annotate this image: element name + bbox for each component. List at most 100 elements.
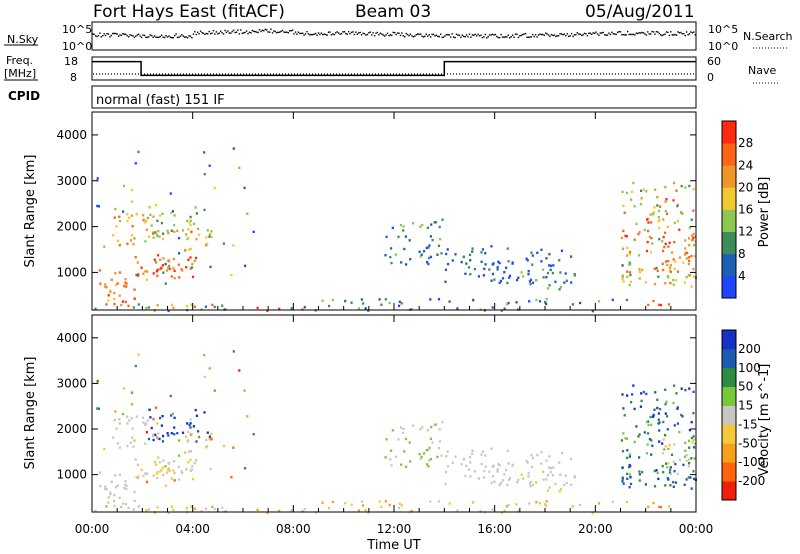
heatmap-cell <box>632 181 635 185</box>
heatmap-cell <box>426 226 429 229</box>
heatmap-cell <box>105 286 108 289</box>
heatmap-cell <box>290 509 293 512</box>
heatmap-cell <box>181 471 184 474</box>
y-tick-label: 4000 <box>56 331 87 345</box>
velocity-colorbar-label: Velocity [m s^-1] <box>757 364 772 477</box>
heatmap-cell <box>156 422 159 425</box>
heatmap-cell <box>540 248 543 251</box>
heatmap-cell <box>668 241 671 245</box>
heatmap-cell <box>144 240 147 243</box>
heatmap-cell <box>664 242 667 246</box>
nsky-point <box>254 31 256 33</box>
nsky-point <box>257 31 259 34</box>
heatmap-cell <box>545 276 548 279</box>
nsky-point <box>520 34 522 37</box>
heatmap-cell <box>159 258 162 261</box>
nsky-point <box>415 34 417 36</box>
nsky-point <box>142 34 144 36</box>
heatmap-cell <box>96 379 99 383</box>
heatmap-cell <box>419 428 422 431</box>
heatmap-cell <box>640 197 643 200</box>
nsky-point <box>388 34 390 37</box>
nsky-point <box>238 33 241 35</box>
heatmap-cell <box>682 261 685 264</box>
heatmap-cell <box>674 279 678 282</box>
heatmap-cell <box>638 254 641 257</box>
heatmap-cell <box>367 511 370 514</box>
heatmap-cell <box>427 448 430 451</box>
heatmap-cell <box>116 282 119 285</box>
heatmap-cell <box>113 499 116 503</box>
heatmap-cell <box>625 437 629 440</box>
heatmap-cell <box>107 299 110 302</box>
heatmap-cell <box>118 294 121 297</box>
nsky-point <box>654 33 656 35</box>
nsky-point <box>290 30 292 32</box>
heatmap-cell <box>409 460 412 463</box>
heatmap-cell <box>109 289 112 292</box>
nsky-point <box>596 33 599 35</box>
heatmap-cell <box>178 454 181 457</box>
heatmap-cell <box>193 507 196 510</box>
y-tick-label: 1000 <box>56 265 87 279</box>
heatmap-cell <box>156 506 159 509</box>
heatmap-cell <box>633 407 636 411</box>
heatmap-cell <box>678 256 681 259</box>
nsky-tick-bottom: 10^0 <box>62 40 92 53</box>
heatmap-cell <box>545 478 548 481</box>
heatmap-cell <box>482 274 485 277</box>
heatmap-cell <box>426 261 429 264</box>
power-panel-frame <box>91 111 697 311</box>
heatmap-cell <box>508 478 511 481</box>
heatmap-cell <box>501 479 505 482</box>
heatmap-cell <box>500 511 503 514</box>
nsky-label: N.Sky <box>7 33 39 46</box>
power-colorbar-tick: 20 <box>738 180 753 194</box>
heatmap-cell <box>238 369 241 372</box>
nsky-point <box>621 33 623 36</box>
nave-tick-top: 60 <box>707 55 721 68</box>
heatmap-cell <box>473 267 476 271</box>
heatmap-cell <box>441 420 444 424</box>
heatmap-cell <box>177 465 180 469</box>
heatmap-cell <box>176 229 179 232</box>
velocity-colorbar-tick: 200 <box>738 342 761 356</box>
heatmap-cell <box>684 441 687 445</box>
heatmap-cell <box>210 235 213 238</box>
nsky-point <box>222 33 225 35</box>
nsky-point <box>549 35 551 38</box>
colorbar-swatch <box>722 386 736 406</box>
nsky-point <box>346 33 348 35</box>
heatmap-cell <box>647 423 650 427</box>
heatmap-cell <box>164 465 167 468</box>
nsky-point <box>563 33 566 35</box>
heatmap-cell <box>491 465 494 468</box>
heatmap-cell <box>430 425 433 429</box>
heatmap-cell <box>549 466 553 470</box>
heatmap-cell <box>124 502 127 506</box>
nsky-point <box>303 34 305 36</box>
heatmap-cell <box>500 309 503 312</box>
heatmap-cell <box>190 432 193 436</box>
heatmap-cell <box>125 282 128 285</box>
heatmap-cell <box>657 412 660 415</box>
nsky-point <box>645 34 648 36</box>
heatmap-cell <box>545 504 548 508</box>
nsky-point <box>130 34 133 37</box>
heatmap-cell <box>118 446 121 449</box>
heatmap-cell <box>480 462 483 466</box>
heatmap-cell <box>538 502 542 505</box>
heatmap-cell <box>530 251 533 254</box>
power-colorbar-tick: 12 <box>738 225 753 239</box>
heatmap-cell <box>659 303 662 307</box>
heatmap-cell <box>674 481 678 484</box>
nsky-point <box>504 36 507 38</box>
heatmap-cell <box>687 439 691 442</box>
nsky-point <box>650 33 652 35</box>
heatmap-cell <box>170 229 173 232</box>
heatmap-cell <box>668 471 672 474</box>
heatmap-cell <box>540 462 543 465</box>
heatmap-cell <box>204 507 207 510</box>
nsky-point <box>418 33 420 36</box>
heatmap-cell <box>625 500 628 504</box>
